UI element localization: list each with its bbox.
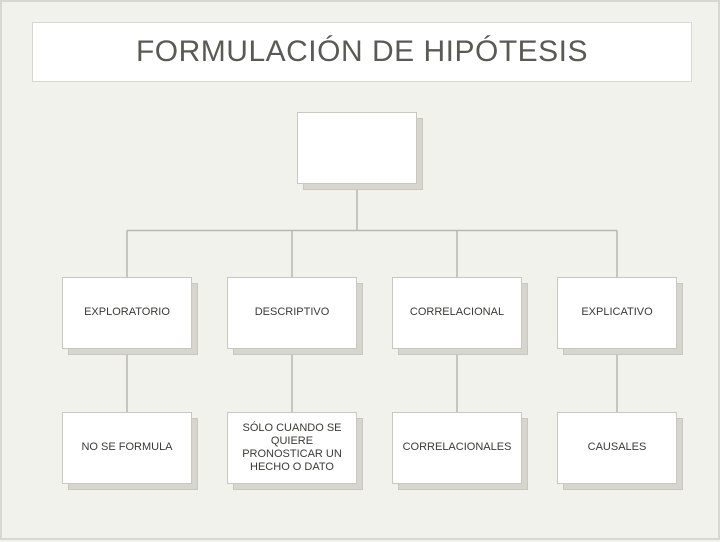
- node-causales: CAUSALES: [557, 412, 677, 484]
- node-label-exploratorio: EXPLORATORIO: [84, 306, 170, 319]
- node-explicativo: EXPLICATIVO: [557, 277, 677, 349]
- node-correlacionales: CORRELACIONALES: [392, 412, 522, 484]
- node-label-explicativo: EXPLICATIVO: [581, 306, 652, 319]
- page-title: FORMULACIÓN DE HIPÓTESIS: [136, 35, 588, 69]
- title-box: FORMULACIÓN DE HIPÓTESIS: [32, 22, 692, 82]
- node-root: [297, 112, 417, 184]
- node-label-causales: CAUSALES: [588, 441, 647, 454]
- node-noformula: NO SE FORMULA: [62, 412, 192, 484]
- node-label-correlacionales: CORRELACIONALES: [403, 441, 512, 454]
- node-exploratorio: EXPLORATORIO: [62, 277, 192, 349]
- node-label-solo: SÓLO CUANDO SE QUIERE PRONOSTICAR UN HEC…: [232, 422, 352, 475]
- node-descriptivo: DESCRIPTIVO: [227, 277, 357, 349]
- node-correlacional: CORRELACIONAL: [392, 277, 522, 349]
- node-label-correlacional: CORRELACIONAL: [410, 306, 504, 319]
- node-label-noformula: NO SE FORMULA: [81, 441, 172, 454]
- node-solo: SÓLO CUANDO SE QUIERE PRONOSTICAR UN HEC…: [227, 412, 357, 484]
- node-label-descriptivo: DESCRIPTIVO: [255, 306, 330, 319]
